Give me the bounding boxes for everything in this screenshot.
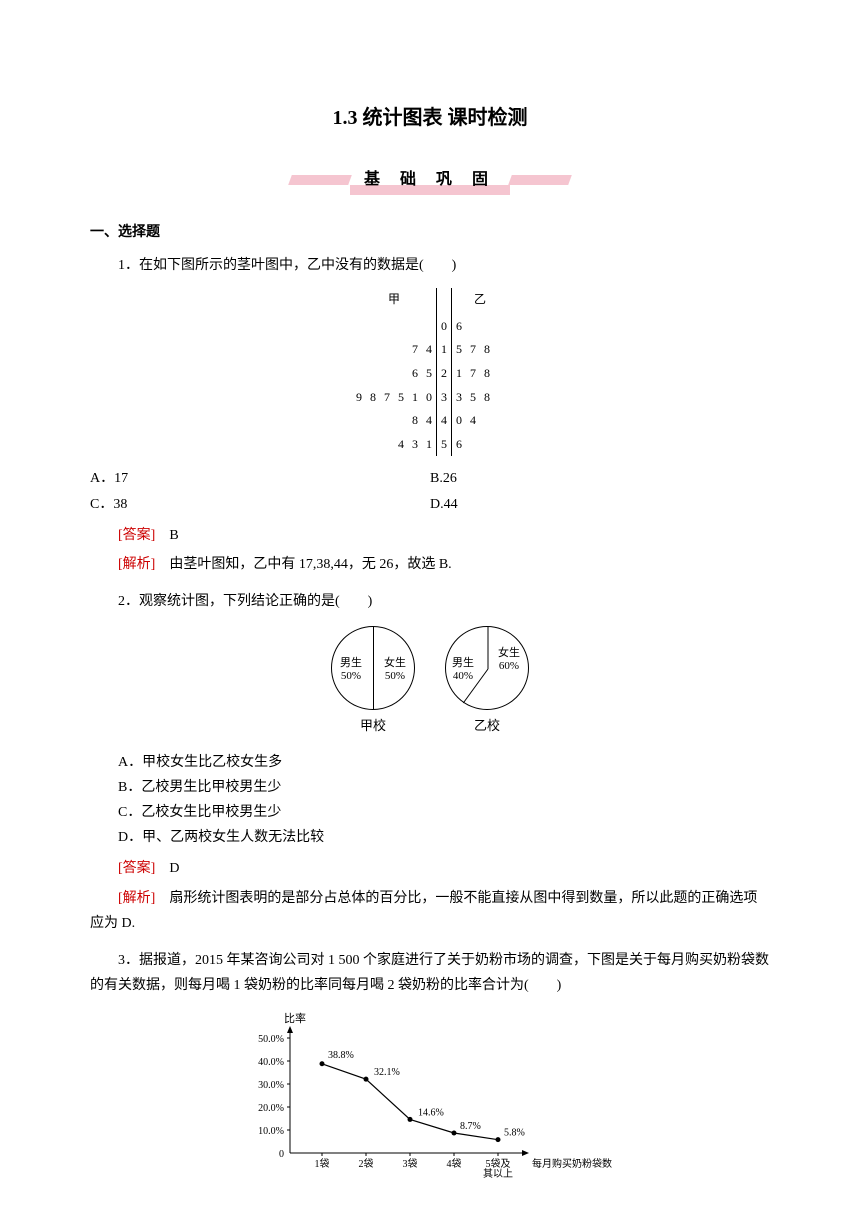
pie-charts: 男生50% 女生50% 甲校 男生40% 女生60% 乙校 <box>90 626 770 737</box>
pie1-slice2-label: 女生50% <box>384 657 406 683</box>
pie2: 男生40% 女生60% <box>445 626 529 710</box>
svg-text:2袋: 2袋 <box>359 1157 374 1170</box>
q2-options: A．甲校女生比乙校女生多 B．乙校男生比甲校男生少 C．乙校女生比甲校男生少 D… <box>90 750 770 851</box>
pie1-slice1-label: 男生50% <box>340 657 362 683</box>
q2-answer-value: D <box>169 861 179 876</box>
pie2-wrapper: 男生40% 女生60% 乙校 <box>445 626 529 737</box>
svg-text:3袋: 3袋 <box>403 1157 418 1170</box>
pie2-label: 乙校 <box>445 714 529 737</box>
svg-text:比率: 比率 <box>284 1011 306 1025</box>
stemleaf-header-right: 乙 <box>452 288 509 315</box>
q1-text: 1．在如下图所示的茎叶图中，乙中没有的数据是( ) <box>90 253 770 278</box>
banner-deco-right <box>508 175 572 185</box>
svg-text:14.6%: 14.6% <box>418 1108 444 1119</box>
svg-text:30.0%: 30.0% <box>258 1080 284 1091</box>
stem-leaf-plot: 甲 乙 0674157865217898751033588440443156 <box>90 288 770 456</box>
pie2-slice1-label: 男生40% <box>452 657 474 683</box>
svg-text:8.7%: 8.7% <box>460 1121 481 1132</box>
section-heading-1: 一、选择题 <box>90 220 770 245</box>
svg-text:50.0%: 50.0% <box>258 1034 284 1045</box>
pie1: 男生50% 女生50% <box>331 626 415 710</box>
q1-answer-value: B <box>169 528 178 543</box>
q3-text: 3．据报道，2015 年某咨询公司对 1 500 个家庭进行了关于奶粉市场的调查… <box>90 948 770 998</box>
svg-text:32.1%: 32.1% <box>374 1068 400 1079</box>
q2-answer: [答案] D <box>90 856 770 881</box>
svg-text:40.0%: 40.0% <box>258 1057 284 1068</box>
subtitle-banner: 基 础 巩 固 <box>90 166 770 195</box>
q1-option-b: B.26 <box>430 466 770 491</box>
svg-text:4袋: 4袋 <box>447 1157 462 1170</box>
q1-option-a: A．17 <box>90 466 430 491</box>
q1-analysis-text: 由茎叶图知，乙中有 17,38,44，无 26，故选 B. <box>169 557 451 572</box>
q2-option-a: A．甲校女生比乙校女生多 <box>90 750 770 775</box>
q2-analysis: [解析] 扇形统计图表明的是部分占总体的百分比，一般不能直接从图中得到数量，所以… <box>90 886 770 936</box>
stemleaf-header-left: 甲 <box>352 288 437 315</box>
q1-option-d: D.44 <box>430 492 770 517</box>
svg-text:每月购买奶粉袋数: 每月购买奶粉袋数 <box>532 1157 612 1170</box>
svg-text:1袋: 1袋 <box>315 1157 330 1170</box>
q2-analysis-label: [解析] <box>118 891 155 906</box>
q1-answer: [答案] B <box>90 523 770 548</box>
q2-analysis-text: 扇形统计图表明的是部分占总体的百分比，一般不能直接从图中得到数量，所以此题的正确… <box>90 891 757 931</box>
q2-option-b: B．乙校男生比甲校男生少 <box>90 775 770 800</box>
svg-text:20.0%: 20.0% <box>258 1103 284 1114</box>
pie1-wrapper: 男生50% 女生50% 甲校 <box>331 626 415 737</box>
svg-text:其以上: 其以上 <box>483 1168 513 1180</box>
svg-text:5.8%: 5.8% <box>504 1128 525 1139</box>
pie1-divider <box>373 627 374 709</box>
q1-option-c: C．38 <box>90 492 430 517</box>
q1-analysis-label: [解析] <box>118 557 155 572</box>
q1-analysis: [解析] 由茎叶图知，乙中有 17,38,44，无 26，故选 B. <box>90 552 770 577</box>
q1-answer-label: [答案] <box>118 528 155 543</box>
page-title: 1.3 统计图表 课时检测 <box>90 100 770 136</box>
pie2-slice2-label: 女生60% <box>498 647 520 673</box>
q2-answer-label: [答案] <box>118 861 155 876</box>
line-chart: 0 10.0% 20.0% 30.0% 40.0% 50.0%比率 1袋 38.8% 2袋 32.… <box>90 1008 770 1183</box>
q2-text: 2．观察统计图，下列结论正确的是( ) <box>90 589 770 614</box>
subtitle-text: 基 础 巩 固 <box>360 169 500 190</box>
q2-option-d: D．甲、乙两校女生人数无法比较 <box>90 825 770 850</box>
svg-text:10.0%: 10.0% <box>258 1126 284 1137</box>
pie1-label: 甲校 <box>331 714 415 737</box>
svg-text:38.8%: 38.8% <box>328 1050 354 1061</box>
banner-deco-left <box>288 175 352 185</box>
svg-text:0: 0 <box>279 1149 284 1160</box>
q2-option-c: C．乙校女生比甲校男生少 <box>90 800 770 825</box>
q1-options: A．17 B.26 C．38 D.44 <box>90 466 770 516</box>
